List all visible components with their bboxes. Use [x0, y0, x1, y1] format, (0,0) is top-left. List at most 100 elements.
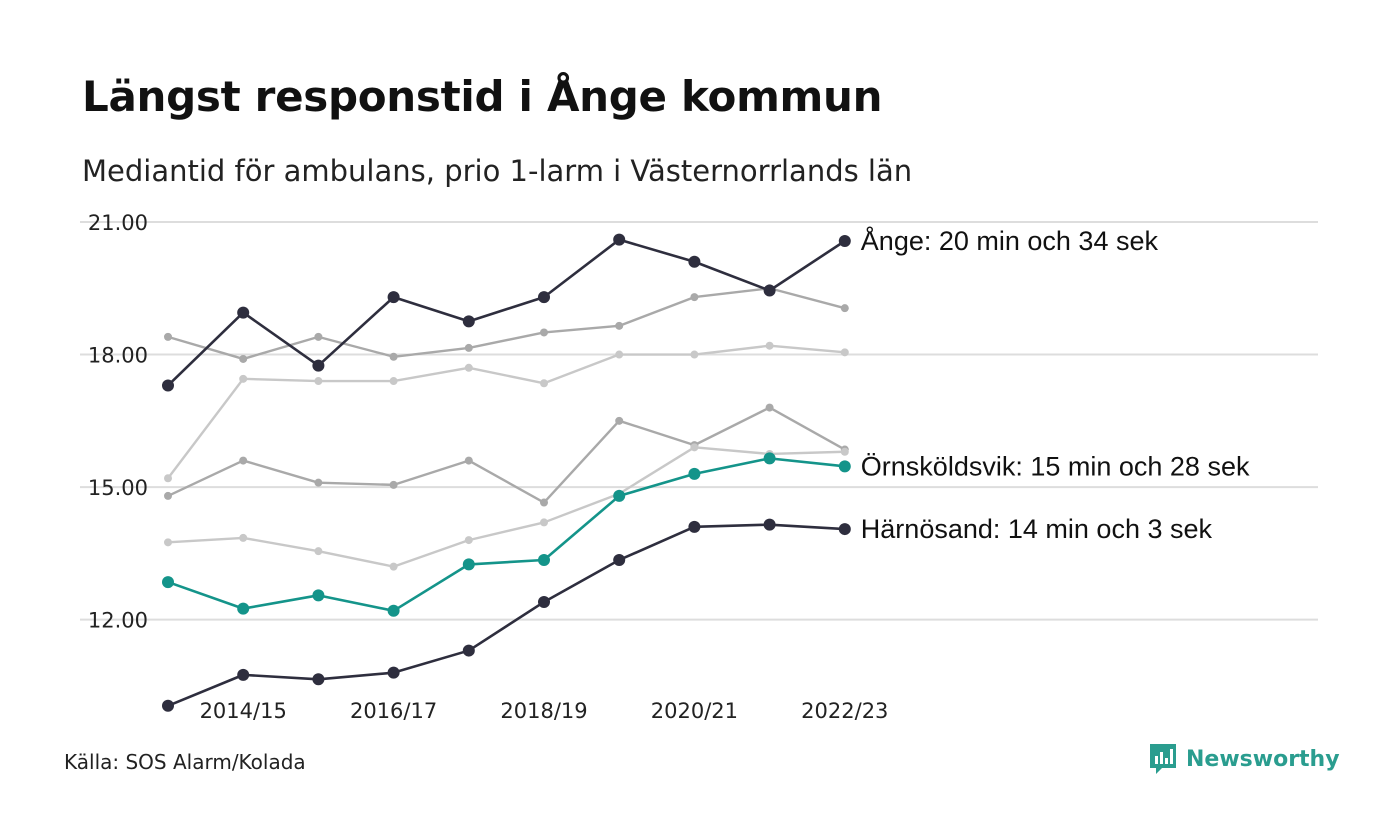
series-muni-1	[164, 341, 849, 483]
series-line	[167, 238, 846, 387]
data-point	[688, 467, 701, 480]
series-line	[167, 523, 845, 707]
data-point	[540, 498, 548, 507]
data-point	[389, 377, 398, 386]
series-örnsköldsvik	[162, 452, 851, 617]
newsworthy-logo-icon	[1150, 744, 1176, 774]
series-lines	[162, 233, 851, 712]
series-line	[167, 344, 845, 479]
y-tick-label: 18.00	[88, 344, 148, 368]
data-point	[838, 523, 851, 536]
data-point	[389, 480, 398, 489]
data-point	[613, 553, 626, 566]
data-point	[613, 489, 626, 502]
data-point	[690, 350, 699, 359]
data-point	[164, 491, 172, 500]
data-point	[763, 518, 776, 531]
x-tick-label: 2018/19	[500, 699, 587, 723]
series-end-label: Ånge: 20 min och 34 sek	[861, 225, 1159, 256]
grid-lines	[80, 221, 1318, 621]
data-point	[838, 460, 851, 473]
data-point	[237, 602, 250, 615]
data-point	[615, 350, 624, 359]
data-point	[387, 666, 400, 679]
data-point	[464, 343, 473, 352]
data-point	[540, 518, 548, 527]
series-end-labels: Härnösand: 14 min och 3 sek Örnsköldsvik:…	[861, 225, 1250, 544]
source-note: Källa: SOS Alarm/Kolada	[64, 750, 306, 774]
series-line	[167, 406, 846, 504]
data-point	[164, 474, 172, 483]
series-end-label: Härnösand: 14 min och 3 sek	[861, 514, 1213, 544]
data-point	[540, 328, 548, 337]
x-tick-label: 2022/23	[801, 699, 888, 723]
data-point	[838, 234, 851, 247]
data-point	[840, 447, 849, 456]
data-point	[538, 595, 550, 608]
x-tick-label: 2016/17	[350, 699, 437, 723]
x-tick-label: 2014/15	[200, 699, 287, 723]
chart-title: Längst responstid i Ånge kommun	[82, 72, 883, 121]
series-härnösand	[162, 518, 851, 712]
data-point	[462, 558, 475, 571]
data-point	[387, 604, 400, 617]
data-point	[540, 379, 548, 388]
data-point	[688, 520, 701, 533]
chart-subtitle: Mediantid för ambulans, prio 1-larm i Vä…	[82, 154, 913, 188]
series-line	[167, 287, 846, 361]
data-point	[164, 332, 172, 341]
data-point	[615, 321, 624, 330]
data-point	[389, 352, 398, 361]
x-tick-label: 2020/21	[651, 699, 738, 723]
brand-logo: Newsworthy	[1148, 742, 1340, 776]
line-chart: 12.00 15.00 18.00 21.00 2014/15 2016/17 2018/…	[80, 211, 1318, 723]
data-point	[312, 359, 325, 372]
data-point	[389, 562, 398, 571]
data-point	[239, 354, 248, 363]
data-point	[538, 553, 550, 566]
series-ånge	[162, 233, 851, 392]
data-point	[162, 699, 174, 712]
data-point	[763, 452, 776, 465]
data-point	[162, 576, 174, 589]
data-point	[840, 348, 849, 357]
data-point	[314, 332, 323, 341]
data-point	[237, 668, 250, 681]
data-point	[763, 284, 776, 297]
data-point	[464, 363, 473, 372]
data-point	[314, 377, 323, 386]
series-line	[167, 446, 845, 568]
data-point	[464, 456, 473, 465]
data-point	[765, 403, 774, 412]
y-tick-label: 15.00	[88, 476, 148, 500]
data-point	[314, 547, 323, 556]
series-muni-2	[164, 403, 849, 507]
data-point	[615, 416, 624, 425]
data-point	[538, 291, 550, 304]
data-point	[462, 644, 475, 657]
series-end-label: Örnsköldsvik: 15 min och 28 sek	[861, 451, 1250, 481]
y-tick-label: 21.00	[88, 211, 148, 235]
y-tick-label: 12.00	[88, 609, 148, 633]
data-point	[840, 304, 849, 313]
series-line	[167, 457, 845, 613]
x-axis-ticks: 2014/15 2016/17 2018/19 2020/21 2022/23	[200, 699, 889, 723]
data-point	[312, 589, 325, 602]
brand-name: Newsworthy	[1186, 746, 1340, 772]
data-point	[613, 233, 626, 246]
data-point	[239, 533, 248, 542]
data-point	[688, 255, 701, 268]
y-axis-ticks: 12.00 15.00 18.00 21.00	[88, 211, 148, 633]
data-point	[162, 379, 174, 392]
data-point	[314, 478, 323, 487]
data-point	[237, 306, 250, 319]
data-point	[387, 291, 400, 304]
data-point	[765, 341, 774, 350]
data-point	[690, 293, 699, 302]
series-muni-0	[164, 284, 849, 363]
data-point	[464, 536, 473, 545]
data-point	[312, 673, 325, 686]
data-point	[462, 315, 475, 328]
data-point	[239, 456, 248, 465]
data-point	[164, 538, 172, 547]
